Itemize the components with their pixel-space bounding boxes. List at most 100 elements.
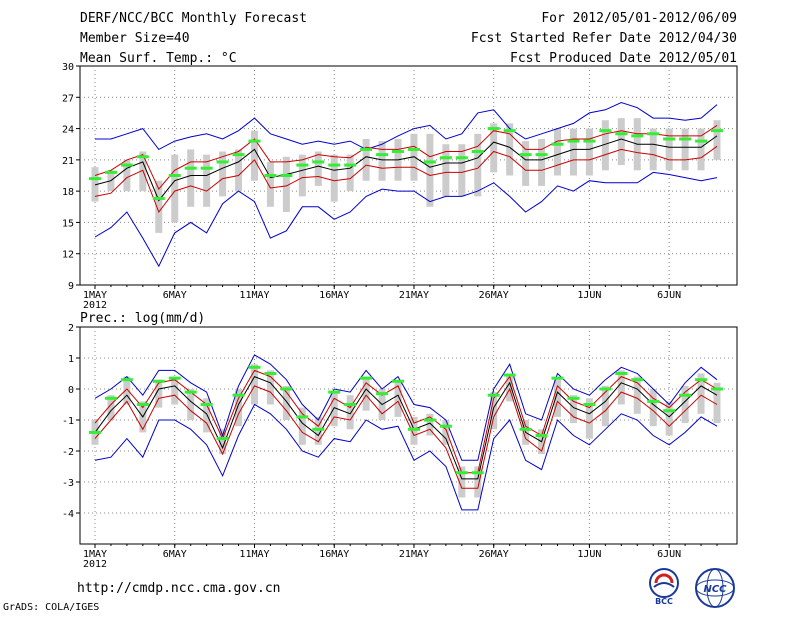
panel2-spread-bar xyxy=(282,385,290,420)
panel2-median-marker xyxy=(296,415,309,419)
panel1-spread-bar xyxy=(330,154,338,202)
panel2-median-marker xyxy=(264,372,277,375)
panel2-median-marker xyxy=(695,378,708,382)
footer-url[interactable]: http://cmdp.ncc.cma.gov.cn xyxy=(77,581,281,596)
panel2-spread-bar xyxy=(697,373,705,414)
panel2-median-marker xyxy=(216,437,229,441)
panel2-median-marker xyxy=(376,392,389,396)
panel2-xtick-sublabel: 2012 xyxy=(83,559,107,570)
panel1-median-marker xyxy=(471,150,484,154)
variable-label: Mean Surf. Temp.: °C xyxy=(80,51,237,66)
panel2-median-marker xyxy=(392,379,405,383)
panel2-median-marker xyxy=(519,427,532,431)
panel1-xtick-label: 6JUN xyxy=(657,290,681,301)
panel1-spread-bar xyxy=(155,180,163,233)
panel1-median-marker xyxy=(711,129,723,133)
panel2-spread-bar xyxy=(442,420,450,445)
panel1-spread-bar xyxy=(298,154,306,197)
panel2-ytick-label: -1 xyxy=(62,416,74,427)
panel1-median-marker xyxy=(200,166,213,170)
panel2-median-marker xyxy=(104,396,117,400)
panel2-median-marker xyxy=(631,378,644,382)
panel1-median-marker xyxy=(344,163,357,167)
panel1-spread-bar xyxy=(187,149,195,207)
panel1-median-marker xyxy=(423,160,436,164)
panel1-ytick-label: 21 xyxy=(62,156,74,167)
panel2-spread-bar xyxy=(314,416,322,445)
panel2-spread-bar xyxy=(665,401,673,436)
panel2-spread-bar xyxy=(426,413,434,436)
panel2-spread-bar xyxy=(250,364,258,405)
panel2-xtick-label: 16MAY xyxy=(319,549,349,560)
panel1-median-marker xyxy=(599,129,612,133)
panel2-spread-bar xyxy=(554,379,562,417)
panel2-median-marker xyxy=(248,365,261,369)
panel2-spread-bar xyxy=(123,376,131,405)
panel2-median-marker xyxy=(120,378,133,382)
panel2-spread-bar xyxy=(458,466,466,498)
panel1-spread-bar xyxy=(554,128,562,176)
panel1-median-marker xyxy=(168,174,181,177)
panel2-spread-bar xyxy=(330,392,338,427)
panel1-median-marker xyxy=(503,129,516,133)
panel2-series-min xyxy=(94,403,718,511)
panel1-median-marker xyxy=(328,163,341,167)
panel2-median-marker xyxy=(567,396,580,400)
panel2-spread-bar xyxy=(617,370,625,405)
panel2-spread-bar xyxy=(713,382,721,424)
panel2-median-marker xyxy=(184,390,197,394)
panel1-median-marker xyxy=(695,139,708,143)
panel1-median-marker xyxy=(551,142,564,146)
panel1-ytick-label: 24 xyxy=(62,125,74,136)
panel2-median-marker xyxy=(200,403,213,406)
panel2-xtick-label: 21MAY xyxy=(399,549,429,560)
panel1-median-marker xyxy=(120,163,133,167)
panel1-xtick-label: 21MAY xyxy=(399,290,429,301)
panel1-ytick-label: 27 xyxy=(62,93,74,104)
panel1-median-marker xyxy=(232,153,245,157)
panel2-median-marker xyxy=(487,393,500,397)
panel1-series-lower xyxy=(94,145,718,214)
panel2-ytick-label: 2 xyxy=(68,323,74,334)
panel2-spread-bar xyxy=(219,429,227,455)
produced-date: Fcst Produced Date 2012/05/01 xyxy=(510,51,737,66)
panel2-median-marker xyxy=(407,427,420,431)
panel1-median-marker xyxy=(184,166,197,170)
panel2-spread-bar xyxy=(107,395,115,420)
chart-title: DERF/NCC/BCC Monthly Forecast xyxy=(80,11,307,26)
panel2-xtick-label: 26MAY xyxy=(479,549,509,560)
panel1-median-marker xyxy=(392,150,405,154)
panel1-spread-bar xyxy=(665,128,673,171)
panel2-spread-bar xyxy=(266,370,274,405)
panel2-median-marker xyxy=(551,376,564,380)
panel2-spread-bar xyxy=(585,398,593,439)
panel1-spread-bar xyxy=(250,130,258,181)
panel2-median-marker xyxy=(679,393,692,397)
panel1-ytick-label: 9 xyxy=(68,281,74,292)
panel2-median-marker xyxy=(663,409,676,413)
panel2-median-marker xyxy=(328,390,341,394)
bcc-logo-text: BCC xyxy=(655,597,673,606)
header-left: DERF/NCC/BCC Monthly Forecast Member Siz… xyxy=(80,9,307,69)
panel1-spread-bar xyxy=(506,123,514,176)
panel1-spread-bar xyxy=(123,159,131,192)
panel2-ytick-label: 0 xyxy=(68,385,74,396)
panel1-spread-bar xyxy=(681,128,689,171)
panel1-median-marker xyxy=(519,153,532,157)
panel2-spread-bar xyxy=(569,395,577,424)
panel1-xtick-label: 1JUN xyxy=(577,290,601,301)
panel1-median-marker xyxy=(296,163,309,167)
panel1-median-marker xyxy=(487,127,500,131)
panel1-spread-bar xyxy=(314,151,322,186)
panel2-median-marker xyxy=(312,427,325,431)
panel1-median-marker xyxy=(280,174,293,177)
panel2-xtick-label: 6JUN xyxy=(657,549,681,560)
panel1-spread-bar xyxy=(538,139,546,186)
panel2-xtick-label: 1JUN xyxy=(577,549,601,560)
panel1-median-marker xyxy=(376,153,389,157)
panel1-ytick-label: 30 xyxy=(62,62,74,73)
refer-date: Fcst Started Refer Date 2012/04/30 xyxy=(470,31,737,46)
panel2-median-marker xyxy=(360,376,373,380)
panel1-xtick-label: 16MAY xyxy=(319,290,349,301)
panel1-spread-bar xyxy=(569,128,577,176)
